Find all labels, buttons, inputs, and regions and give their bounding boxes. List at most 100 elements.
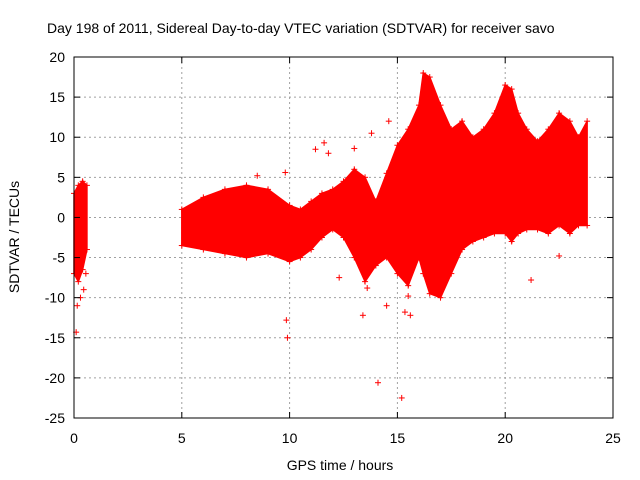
band-edge-marker [534,138,541,145]
band-edge-marker [383,170,390,177]
y-tick-label: -15 [45,330,65,346]
y-tick-label: -5 [53,250,66,266]
outlier-point [374,379,381,386]
sdtvar-band-segment [422,71,431,294]
outlier-point [254,172,261,179]
band-edge-marker [178,242,185,249]
outlier-point [321,139,328,146]
band-edge-marker [265,250,272,257]
band-edge-marker [584,222,591,229]
outlier-point [80,286,87,293]
band-edge-marker [329,186,336,193]
band-edge-marker [480,234,487,241]
band-edge-marker [575,134,582,141]
band-edge-marker [79,266,86,273]
band-edge-marker [383,254,390,261]
x-tick-label: 20 [497,430,513,446]
sdtvar-band-segment [547,110,560,235]
sdtvar-band-segment [321,188,334,239]
outlier-point [364,285,371,292]
outlier-point [74,302,81,309]
x-axis-label: GPS time / hours [287,457,394,473]
y-tick-label: -20 [45,370,65,386]
band-edge-marker [362,278,369,285]
y-tick-label: -25 [45,410,65,426]
sdtvar-band-segment [396,126,409,288]
sdtvar-band-segment [288,204,302,263]
band-edge-marker [566,230,573,237]
band-edge-marker [566,118,573,125]
data-points [71,70,591,401]
band-edge-marker [372,198,379,205]
band-edge-marker [200,246,207,253]
band-edge-marker [329,226,336,233]
band-edge-marker [308,198,315,205]
band-edge-marker [265,186,272,193]
band-edge-marker [448,126,455,133]
band-edge-marker [178,206,185,213]
outlier-point [405,293,412,300]
band-edge-marker [575,222,582,229]
outlier-point [283,317,290,324]
outlier-point [528,277,535,284]
band-edge-marker [79,178,86,185]
band-edge-marker [515,110,522,117]
band-edge-marker [545,126,552,133]
outlier-point [336,274,343,281]
x-tick-label: 5 [178,430,186,446]
band-edge-marker [340,234,347,241]
band-edge-marker [469,134,476,141]
band-edge-marker [420,70,427,77]
y-tick-label: 20 [49,49,65,65]
outlier-point [368,130,375,137]
band-edge-marker [523,226,530,233]
band-edge-marker [437,102,444,109]
band-edge-marker [362,174,369,181]
band-edge-marker [372,262,379,269]
band-edge-marker [469,238,476,245]
sdtvar-band-segment [353,167,366,282]
band-edge-marker [420,270,427,277]
sdtvar-band-segment [569,120,580,236]
band-edge-marker [297,206,304,213]
band-edge-marker [448,270,455,277]
band-edge-marker [405,282,412,289]
outlier-point [556,252,563,259]
outlier-point [359,312,366,319]
band-edge-marker [459,118,466,125]
band-edge-marker [286,202,293,209]
outlier-point [82,270,89,277]
y-tick-label: 0 [57,209,65,225]
outlier-point [282,169,289,176]
axis-ticks: -25 -20 -15 -10 -5 0 5 10 15 20 0 5 10 15 20 25 [45,49,621,446]
band-edge-marker [286,258,293,265]
sdtvar-band-segment [493,84,506,235]
sdtvar-band-segment [267,187,291,263]
band-edge-marker [491,110,498,117]
band-edge-marker [426,74,433,81]
band-edge-marker [405,126,412,133]
band-edge-marker [584,118,591,125]
band-edge-marker [415,102,422,109]
band-edge-marker [437,294,444,301]
band-edge-marker [502,82,509,89]
band-edge-marker [556,110,563,117]
band-edge-marker [415,254,422,261]
sdtvar-band-segment [81,179,88,270]
y-tick-label: 5 [57,169,65,185]
sdtvar-band-segment [428,76,442,299]
x-tick-label: 15 [390,430,406,446]
sdtvar-band-segment [482,110,496,239]
sdtvar-band-segment [202,188,226,255]
sdtvar-band-segment [407,104,420,286]
band-edge-marker [340,178,347,185]
y-tick-label: -10 [45,290,65,306]
x-tick-label: 10 [282,430,298,446]
band-edge-marker [318,234,325,241]
chart-title: Day 198 of 2011, Sidereal Day-to-day VTE… [47,20,555,36]
x-tick-label: 25 [605,430,621,446]
sdtvar-band-segment [385,144,399,277]
band-edge-marker [221,250,228,257]
sdtvar-band-segment [342,167,356,258]
